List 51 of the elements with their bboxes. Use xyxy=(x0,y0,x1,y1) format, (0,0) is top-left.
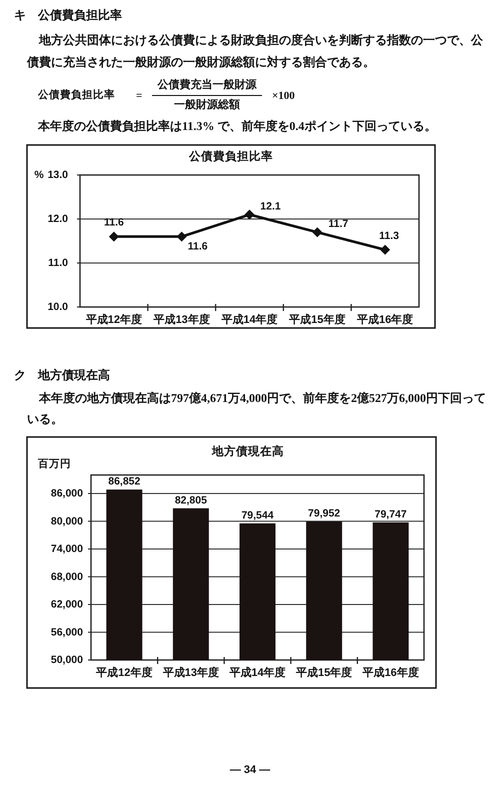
y-tick-label: 68,000 xyxy=(50,570,84,583)
x-tick-label: 平成15年度 xyxy=(288,313,346,326)
y-tick-label: 80,000 xyxy=(50,515,84,528)
x-tick-label: 平成16年度 xyxy=(356,313,414,326)
chart-title: 公債費負担比率 xyxy=(188,149,273,163)
text: 一般財源総額 xyxy=(173,98,241,113)
x-tick-label: 平成14年度 xyxy=(220,313,278,326)
x-tick-label: 平成16年度 xyxy=(362,666,419,679)
y-tick-label: 86,000 xyxy=(50,488,84,500)
data-label: 79,952 xyxy=(308,507,340,520)
data-label: 11.3 xyxy=(379,230,400,242)
point xyxy=(380,244,390,255)
point xyxy=(176,232,187,242)
text: 本年度の公債費負担比率は11.3% で、前年度を0.4ポイント下回っている。 xyxy=(38,118,436,135)
text: 公債費充当一般財源 xyxy=(152,76,262,96)
text: キ 公債費負担比率 xyxy=(14,7,122,24)
y-tick-label: 50,000 xyxy=(50,654,84,666)
y-tick-label: 62,000 xyxy=(50,598,84,610)
x-tick-label: 平成14年度 xyxy=(228,666,286,679)
text: 本年度の地方債現在高は797億4,671万4,000円で、前年度を2億527万6,000円下回っている。 xyxy=(27,390,487,428)
data-label: 12.1 xyxy=(260,200,281,213)
text: 地方公共団体における公債費による財政負担の度合いを判断する指数の一つで、公債費に充当された一般財源の一般財源総額に対する割合である。 xyxy=(27,32,484,71)
data-label: 79,544 xyxy=(241,509,274,522)
point xyxy=(312,227,322,238)
x-tick-label: 平成13年度 xyxy=(152,313,210,326)
text: 公債費負担比率 xyxy=(38,88,115,103)
y-tick-label: 74,000 xyxy=(50,543,84,555)
data-label: 86,852 xyxy=(108,476,141,488)
data-label: 11.7 xyxy=(328,218,348,230)
text: = xyxy=(136,89,142,104)
data-label: 11.6 xyxy=(188,240,208,253)
x-tick-label: 平成12年度 xyxy=(84,313,142,326)
y-axis-title: % xyxy=(34,169,44,181)
text: ク 地方債現在高 xyxy=(14,367,110,384)
y-axis-title: 百万円 xyxy=(37,458,71,470)
y-tick-label: 11.0 xyxy=(48,257,68,269)
text: ×100 xyxy=(272,89,295,104)
data-label: 11.6 xyxy=(104,216,124,229)
chart-title: 地方債現在高 xyxy=(211,444,284,458)
data-label: 82,805 xyxy=(174,494,208,506)
data-label: 79,747 xyxy=(374,508,407,520)
point xyxy=(244,210,254,220)
x-tick-label: 平成12年度 xyxy=(95,666,152,679)
y-tick-label: 56,000 xyxy=(50,626,84,638)
y-tick-label: 10.0 xyxy=(48,301,68,313)
y-tick-label: 13.0 xyxy=(48,169,68,181)
x-tick-label: 平成15年度 xyxy=(294,666,352,679)
text: — 34 — xyxy=(228,763,272,778)
y-tick-label: 12.0 xyxy=(48,213,68,225)
point xyxy=(108,232,119,242)
x-tick-label: 平成13年度 xyxy=(162,666,220,679)
